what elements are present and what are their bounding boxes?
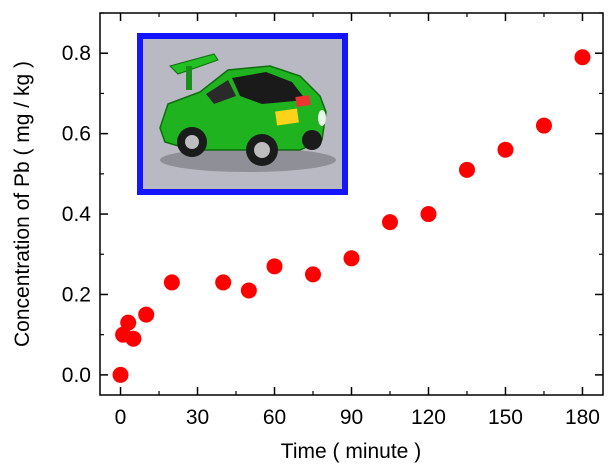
y-tick-label: 0.4: [62, 203, 92, 226]
x-tick-label: 0: [115, 406, 127, 429]
x-tick-label: 60: [263, 406, 286, 429]
y-tick-label: 0.8: [62, 42, 91, 65]
x-tick-label: 90: [340, 406, 363, 429]
data-point: [458, 161, 475, 178]
x-tick-label: 120: [411, 406, 446, 429]
data-point: [305, 266, 322, 283]
y-tick-label: 0.0: [62, 364, 91, 387]
data-point: [574, 49, 591, 66]
data-points: [112, 49, 591, 383]
data-point: [112, 366, 129, 383]
y-tick-labels: 0.0 0.2 0.4 0.6 0.8: [62, 42, 92, 387]
data-point: [420, 206, 437, 223]
green-toy-car-icon: [159, 53, 336, 172]
x-tick-label: 180: [565, 406, 600, 429]
data-point: [215, 274, 232, 291]
x-tick-label: 30: [186, 406, 209, 429]
data-point: [125, 330, 142, 347]
y-tick-label: 0.2: [62, 283, 91, 306]
axis-ticks: [100, 12, 603, 395]
y-tick-label: 0.6: [62, 123, 91, 146]
data-point: [381, 214, 398, 231]
data-point: [120, 314, 137, 331]
x-tick-label: 150: [488, 406, 523, 429]
data-point: [266, 258, 283, 275]
data-point: [497, 141, 514, 158]
inset-photo: [137, 33, 348, 195]
data-point: [343, 250, 360, 267]
data-point: [138, 306, 155, 323]
x-tick-labels: 0 30 60 90 120 150 180: [115, 406, 600, 429]
data-point: [240, 282, 257, 299]
x-axis-title: Time ( minute ): [281, 440, 421, 463]
y-axis-title: Concentration of Pb ( mg / kg ): [11, 61, 34, 347]
data-point: [535, 117, 552, 134]
data-point: [163, 274, 180, 291]
